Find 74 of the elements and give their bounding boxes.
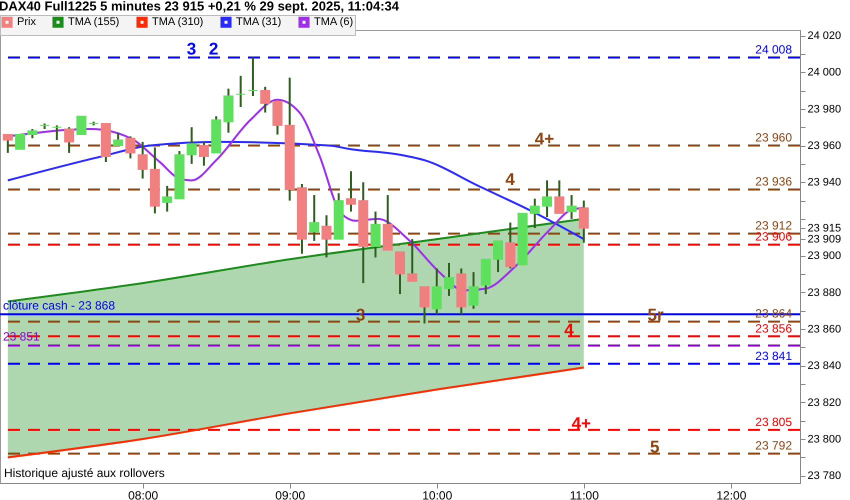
candlestick — [395, 250, 405, 296]
candlestick — [76, 116, 86, 136]
y-tick-label: 24 020 — [808, 30, 842, 42]
candlestick — [432, 267, 442, 316]
y-tick-label: 23 820 — [808, 396, 842, 409]
annotation: 2 — [208, 40, 218, 59]
candlestick — [370, 210, 380, 258]
candlestick — [260, 86, 270, 114]
candlestick — [566, 194, 577, 220]
ref-line-label: 23 792 — [755, 438, 792, 453]
annotation: 4+ — [572, 414, 592, 433]
candlestick — [15, 134, 26, 150]
candlestick — [52, 124, 62, 142]
ref-line-label: 23 936 — [755, 174, 792, 189]
candlestick — [505, 222, 516, 270]
y-tick-label: 23 960 — [808, 140, 842, 152]
candlestick — [554, 179, 564, 214]
candlestick — [64, 126, 74, 154]
candlestick — [468, 271, 479, 310]
legend-label: TMA (155) — [68, 16, 120, 28]
ref-line-label: 23 805 — [755, 414, 792, 429]
annotation: 5 — [650, 438, 660, 457]
candlestick — [346, 170, 356, 213]
y-tick-label: 23 940 — [808, 176, 842, 189]
y-tick-label: 23 860 — [808, 323, 842, 336]
y-tick-label: 23 915 — [808, 222, 842, 235]
annotation: 3 — [186, 40, 196, 59]
y-tick-label: 23 880 — [808, 286, 842, 299]
candlestick — [236, 74, 246, 108]
candlestick — [186, 126, 197, 165]
ref-line-label: 23 960 — [755, 130, 792, 145]
annotation: 4 — [564, 320, 574, 340]
annotation: clôture cash - 23 868 — [2, 298, 116, 312]
y-tick-label: 23 980 — [808, 103, 842, 116]
candlestick — [420, 286, 430, 324]
y-tick-label: 23 780 — [808, 470, 842, 482]
x-tick-label: 12:00 — [716, 488, 747, 500]
x-tick-label: 09:00 — [275, 488, 306, 500]
y-tick-label: 23 909 — [808, 234, 842, 246]
candlestick — [407, 238, 418, 282]
candlestick — [138, 140, 148, 180]
x-tick-label: 08:00 — [128, 488, 158, 500]
legend-label: Prix — [17, 16, 36, 28]
ref-line-label: 23 856 — [755, 321, 792, 336]
candlestick — [248, 56, 258, 98]
candlestick — [27, 128, 38, 140]
x-tick-label: 11:00 — [570, 488, 600, 500]
y-tick-label: 24 000 — [808, 66, 842, 79]
y-tick-label: 23 800 — [808, 433, 842, 446]
ref-line-label: 23 841 — [755, 348, 792, 363]
candlestick — [272, 100, 282, 136]
legend-label: TMA (6) — [314, 16, 354, 28]
y-tick-label: 23 840 — [808, 360, 842, 372]
candlestick — [444, 262, 454, 297]
candlestick — [321, 214, 332, 258]
ref-line-label: 24 008 — [755, 42, 792, 57]
candlestick — [530, 198, 540, 230]
candlestick — [113, 132, 124, 147]
x-tick-label: 10:00 — [422, 488, 453, 500]
candlestick — [198, 140, 209, 167]
candlestick — [309, 194, 320, 242]
legend-label: TMA (31) — [236, 16, 282, 28]
candlestick — [162, 184, 172, 213]
candlestick — [493, 240, 504, 274]
y-tick-label: 23 900 — [808, 250, 842, 262]
annotation: 4 — [505, 170, 516, 189]
candlestick — [125, 135, 136, 160]
candlestick — [578, 200, 589, 244]
chart-title: DAX40 Full1225 5 minutes 23 915 +0,21 % 29 sept. 2025, 11:04:34 — [0, 0, 400, 14]
annotation: Historique ajusté aux rollovers — [4, 466, 165, 480]
candlestick — [2, 134, 13, 154]
candlestick — [542, 179, 552, 218]
annotation: 4+ — [534, 130, 554, 149]
legend-label: TMA (310) — [152, 16, 204, 28]
